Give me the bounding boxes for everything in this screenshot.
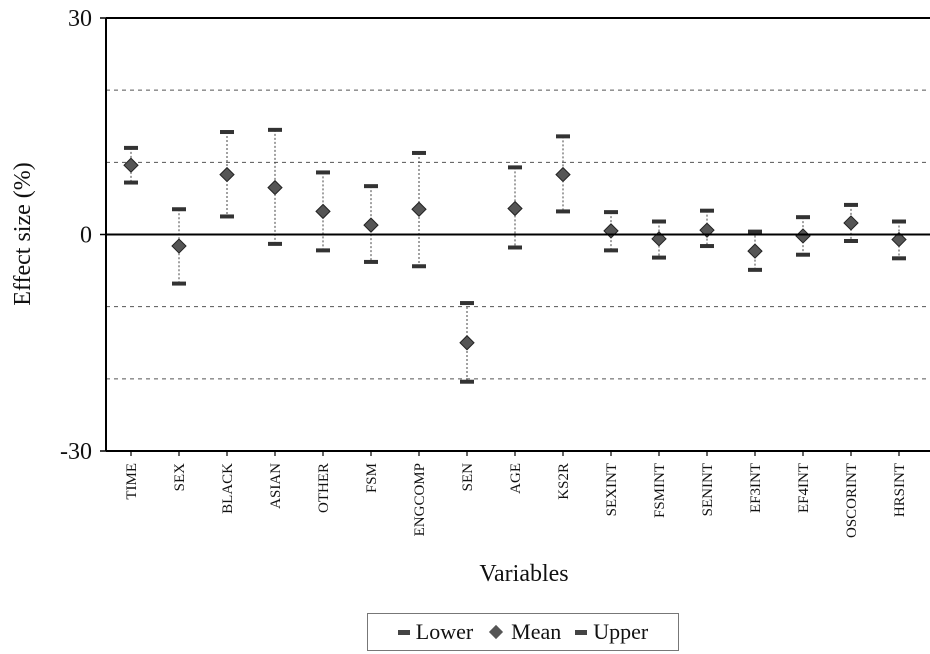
x-tick-label: TIME [124, 463, 140, 500]
upper-marker [796, 215, 810, 220]
upper-marker [220, 130, 234, 135]
y-tick-label: 30 [68, 6, 92, 32]
x-tick-label: EF4INT [796, 463, 812, 513]
x-tick-label: SEXINT [604, 463, 620, 516]
y-tick-label: -30 [60, 439, 92, 465]
legend: Lower Mean Upper [367, 613, 679, 651]
mean-marker [267, 179, 283, 196]
lower-marker [364, 259, 378, 264]
mean-marker [603, 223, 619, 239]
mean-marker [747, 243, 763, 259]
mean-marker [843, 215, 859, 231]
x-axis-title: Variables [479, 561, 568, 587]
mean-marker [123, 157, 139, 173]
x-tick-label: SEX [172, 463, 188, 492]
x-tick-label: FSMINT [652, 463, 668, 518]
x-tick-label: ENGCOMP [412, 463, 428, 536]
upper-marker [604, 210, 618, 215]
upper-marker [172, 207, 186, 212]
mean-marker [555, 166, 571, 183]
x-tick-label: FSM [364, 463, 380, 493]
legend-item-upper: Upper [575, 619, 648, 645]
upper-marker [412, 150, 426, 155]
y-tick-label: 0 [80, 223, 92, 249]
upper-marker [556, 134, 570, 139]
upper-marker [652, 219, 666, 224]
mean-marker [795, 228, 811, 244]
lower-marker [412, 264, 426, 269]
upper-marker [460, 301, 474, 306]
upper-marker [844, 202, 858, 207]
x-tick-label: HRSINT [892, 463, 908, 517]
upper-marker [748, 229, 762, 234]
lower-marker [220, 214, 234, 219]
upper-marker [700, 208, 714, 213]
mean-diamond-icon [489, 624, 504, 640]
x-tick-label: BLACK [220, 463, 236, 514]
mean-marker [459, 335, 475, 351]
lower-dash-icon [397, 629, 410, 635]
x-tick-label: SEN [460, 463, 476, 492]
lower-marker [124, 180, 138, 185]
lower-marker [844, 238, 858, 243]
gridlines [106, 89, 930, 380]
lower-marker [508, 245, 522, 250]
lower-marker [460, 379, 474, 384]
upper-dash-icon [575, 629, 588, 635]
x-tick-label: KS2R [556, 463, 572, 500]
upper-marker [892, 219, 906, 224]
x-tick-label: SENINT [700, 463, 716, 516]
data-marks [123, 127, 907, 384]
lower-marker [700, 244, 714, 249]
upper-marker [268, 127, 282, 132]
lower-marker [556, 209, 570, 214]
lower-marker [172, 281, 186, 286]
mean-marker [171, 238, 187, 254]
x-tick-label: AGE [508, 463, 524, 494]
legend-label-mean: Mean [511, 619, 562, 644]
x-tick-label: OSCORINT [844, 463, 860, 538]
upper-marker [508, 165, 522, 170]
mean-marker [507, 200, 523, 217]
mean-marker [891, 231, 907, 248]
lower-marker [796, 252, 810, 257]
lower-marker [652, 255, 666, 260]
x-tick-label: EF3INT [748, 463, 764, 513]
lower-marker [268, 241, 282, 246]
mean-marker [219, 166, 235, 183]
legend-label-upper: Upper [593, 619, 649, 644]
x-tick-label: ASIAN [268, 463, 284, 509]
lower-marker [316, 248, 330, 253]
y-axis-title: Effect size (%) [10, 162, 36, 305]
legend-item-mean: Mean [487, 619, 561, 645]
upper-marker [316, 170, 330, 175]
mean-marker [363, 217, 379, 233]
x-tick-label: OTHER [316, 463, 332, 513]
lower-marker [748, 267, 762, 272]
upper-marker [364, 184, 378, 189]
mean-marker [411, 201, 427, 217]
legend-label-lower: Lower [415, 619, 474, 644]
mean-marker [315, 203, 331, 220]
lower-marker [604, 248, 618, 253]
axes: 30 0 -30 TIME SEX BLACK ASIAN OTHER FSM ENGCOMP SE… [60, 6, 930, 538]
lower-marker [892, 256, 906, 261]
legend-item-lower: Lower [397, 619, 474, 645]
upper-marker [124, 145, 138, 150]
